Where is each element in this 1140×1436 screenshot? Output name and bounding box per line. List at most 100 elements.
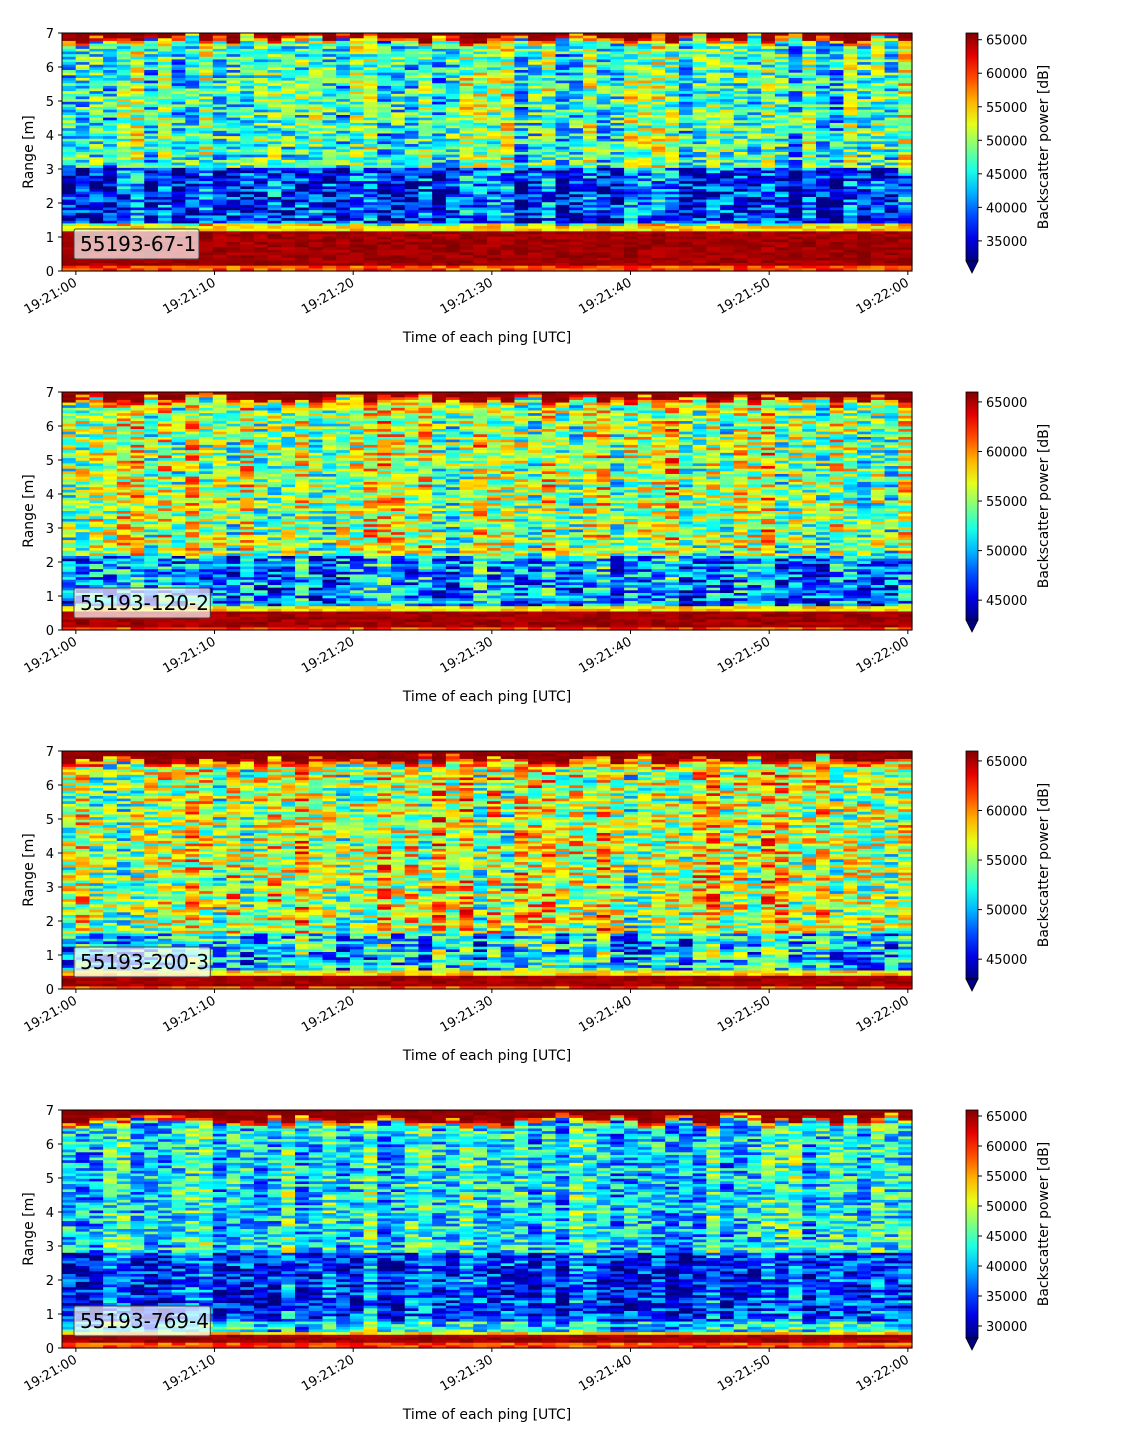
heatmap-cell	[322, 252, 337, 256]
heatmap-cell	[281, 186, 296, 190]
heatmap-cell	[116, 80, 132, 84]
heatmap-cell	[199, 48, 214, 53]
heatmap-cell	[253, 268, 269, 272]
heatmap-cell	[487, 178, 502, 182]
heatmap-cell	[569, 252, 584, 256]
heatmap-cell	[199, 75, 214, 79]
heatmap-cell	[391, 33, 406, 37]
heatmap-cell	[363, 56, 378, 61]
heatmap-cell	[240, 114, 255, 119]
heatmap-cell	[281, 152, 296, 156]
heatmap-cell	[404, 120, 420, 124]
heatmap-cell	[144, 48, 159, 53]
heatmap-cell	[391, 162, 406, 166]
heatmap-cell	[171, 263, 186, 267]
heatmap-cell	[240, 181, 255, 185]
heatmap-cell	[432, 167, 447, 172]
heatmap-cell	[349, 64, 365, 68]
heatmap-cell	[432, 204, 447, 209]
heatmap-cell	[569, 77, 584, 82]
heatmap-cell	[144, 157, 159, 161]
heatmap-cell	[267, 88, 282, 92]
heatmap-cell	[62, 43, 77, 47]
heatmap-cell	[555, 170, 570, 174]
heatmap-cell	[281, 85, 296, 90]
heatmap-cell	[569, 210, 584, 214]
heatmap-cell	[363, 218, 378, 222]
heatmap-cell	[281, 228, 296, 232]
heatmap-cell	[144, 167, 159, 172]
heatmap-cell	[582, 165, 598, 169]
heatmap-cell	[185, 104, 200, 108]
heatmap-cell	[103, 75, 118, 79]
heatmap-cell	[157, 128, 173, 132]
heatmap-cell	[377, 183, 392, 187]
heatmap-cell	[459, 154, 474, 158]
heatmap-cell	[528, 223, 543, 227]
heatmap-cell	[514, 128, 529, 132]
heatmap-cell	[582, 112, 598, 116]
heatmap-cell	[569, 107, 584, 111]
heatmap-cell	[363, 141, 378, 145]
heatmap-cell	[445, 48, 461, 53]
heatmap-cell	[473, 101, 488, 105]
heatmap-cell	[75, 149, 91, 153]
heatmap-cell	[212, 130, 228, 135]
heatmap-cell	[267, 157, 282, 161]
heatmap-cell	[295, 191, 310, 195]
heatmap-cell	[514, 152, 529, 156]
heatmap-cell	[541, 91, 557, 95]
heatmap-cell	[322, 236, 337, 240]
heatmap-cell	[500, 141, 516, 145]
heatmap-cell	[500, 194, 516, 198]
heatmap-cell	[253, 141, 269, 145]
heatmap-cell	[404, 228, 420, 232]
heatmap-cell	[404, 223, 420, 227]
heatmap-cell	[226, 170, 241, 174]
heatmap-cell	[226, 191, 241, 195]
heatmap-cell	[582, 51, 598, 55]
heatmap-cell	[391, 83, 406, 87]
heatmap-cell	[459, 107, 474, 111]
heatmap-cell	[377, 249, 392, 254]
heatmap-cell	[445, 99, 461, 103]
heatmap-cell	[445, 64, 461, 68]
heatmap-cell	[89, 99, 104, 103]
heatmap-cell	[555, 128, 570, 132]
heatmap-cell	[336, 43, 351, 47]
heatmap-cell	[500, 35, 516, 39]
heatmap-cell	[253, 80, 269, 84]
heatmap-cell	[157, 54, 173, 58]
heatmap-cell	[157, 104, 173, 108]
heatmap-cell	[363, 59, 378, 63]
heatmap-cell	[240, 249, 255, 254]
heatmap-cell	[445, 109, 461, 113]
heatmap-cell	[336, 101, 351, 105]
heatmap-cell	[391, 149, 406, 153]
heatmap-cell	[377, 218, 392, 222]
heatmap-cell	[514, 149, 529, 153]
heatmap-cell	[308, 212, 324, 217]
heatmap-cell	[473, 33, 488, 37]
heatmap-cell	[308, 149, 324, 153]
heatmap-cell	[308, 252, 324, 256]
heatmap-cell	[185, 62, 200, 66]
heatmap-cell	[62, 72, 77, 76]
heatmap-cell	[432, 112, 447, 116]
heatmap-cell	[391, 70, 406, 74]
heatmap-cell	[103, 62, 118, 66]
heatmap-cell	[336, 128, 351, 132]
heatmap-cell	[308, 70, 324, 74]
heatmap-cell	[528, 138, 543, 143]
heatmap-cell	[555, 220, 570, 224]
heatmap-cell	[596, 40, 611, 45]
heatmap-cell	[487, 107, 502, 111]
heatmap-cell	[582, 252, 598, 256]
heatmap-cell	[582, 157, 598, 161]
heatmap-cell	[103, 80, 118, 84]
heatmap-cell	[212, 35, 228, 39]
heatmap-cell	[418, 183, 433, 187]
heatmap-cell	[226, 247, 241, 251]
heatmap-cell	[555, 162, 570, 166]
heatmap-cell	[144, 199, 159, 203]
